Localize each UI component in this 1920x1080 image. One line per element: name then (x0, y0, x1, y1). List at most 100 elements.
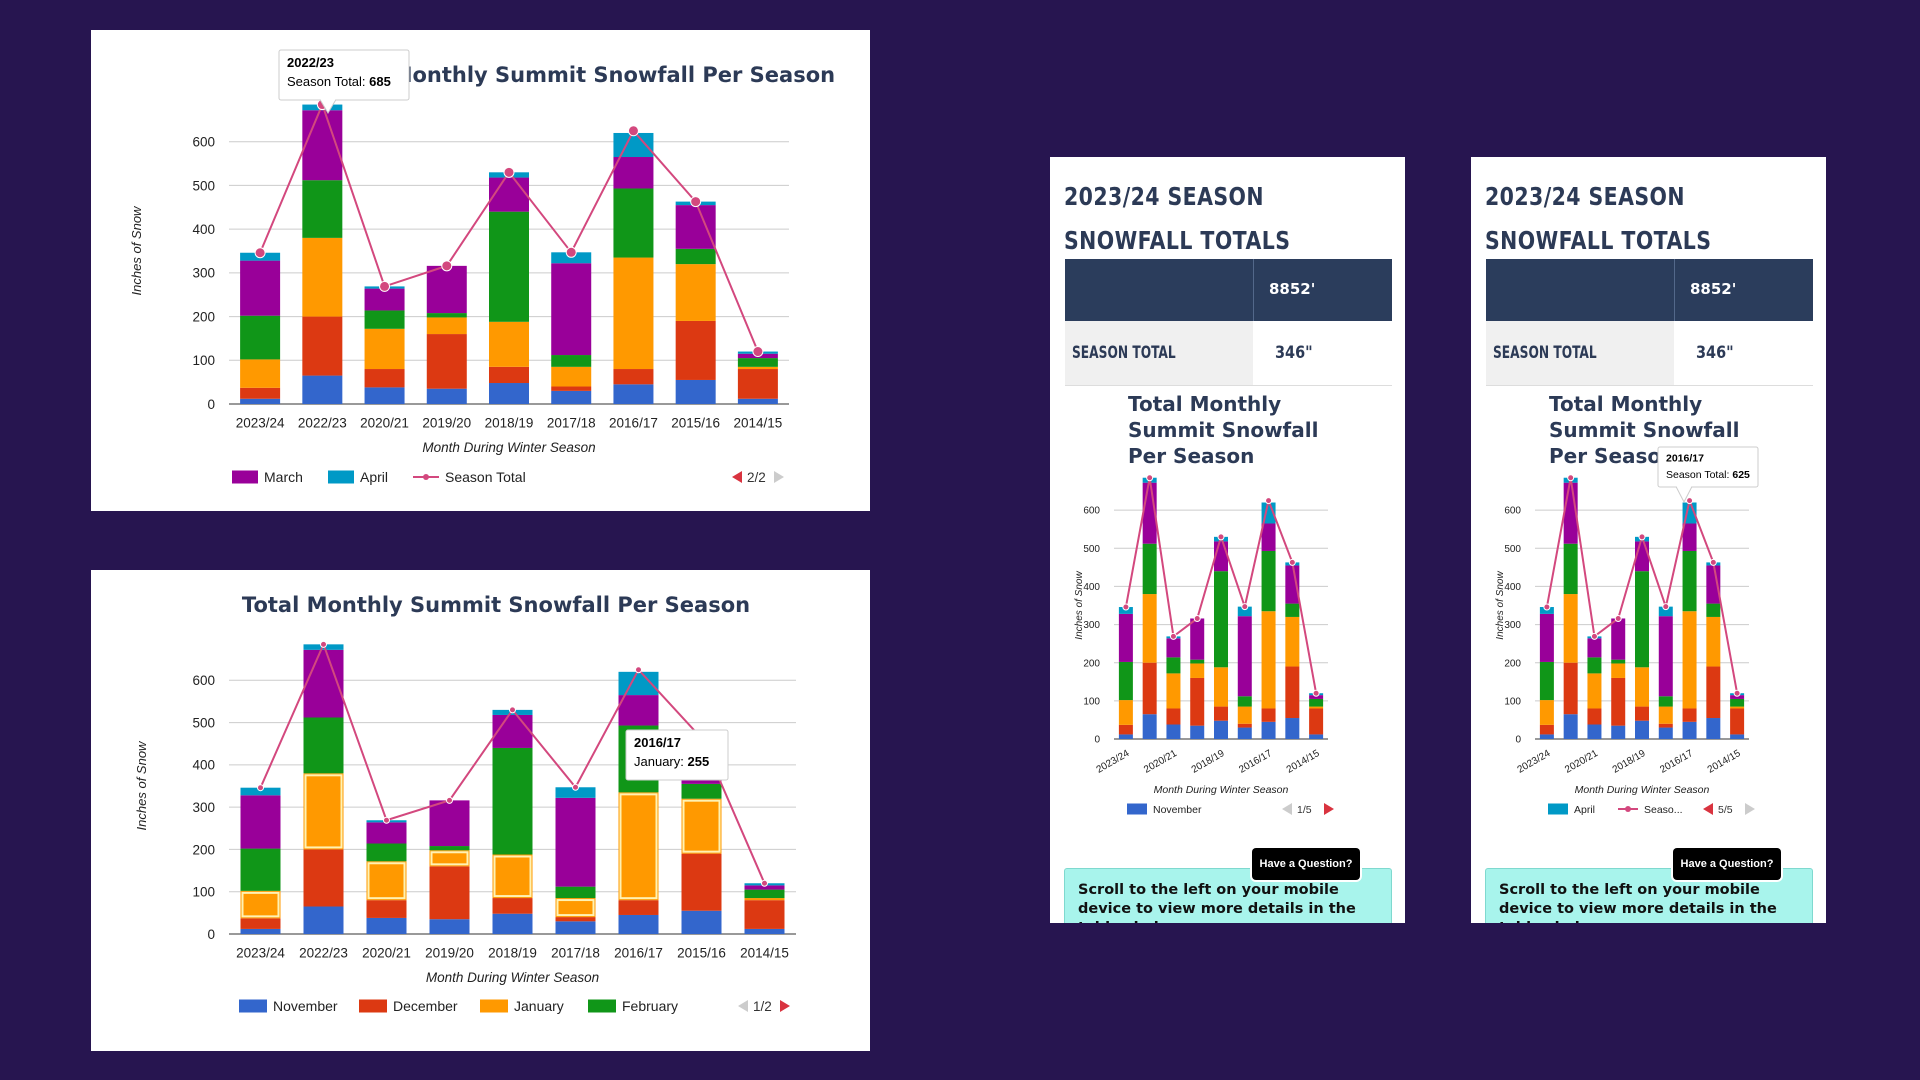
bar-segment[interactable] (618, 671, 659, 696)
bar-segment[interactable] (675, 248, 716, 265)
bar-segment[interactable] (555, 797, 596, 887)
bar-segment[interactable] (744, 898, 785, 901)
have-a-question-button[interactable]: Have a Question? (1252, 848, 1360, 880)
season-total-point[interactable] (1146, 474, 1154, 482)
bar-segment[interactable] (1261, 523, 1276, 551)
bar-segment[interactable] (364, 387, 405, 404)
bar-segment[interactable] (1611, 677, 1626, 726)
bar-segment[interactable] (613, 157, 654, 189)
bar-segment[interactable] (1682, 523, 1697, 551)
bar-segment[interactable] (240, 795, 281, 849)
bar-segment[interactable] (492, 898, 533, 914)
bar-segment[interactable] (1237, 606, 1252, 617)
bar-segment[interactable] (1166, 657, 1181, 674)
bar-segment[interactable] (492, 854, 533, 899)
legend-prev-arrow[interactable] (1703, 803, 1713, 815)
bar-segment[interactable] (1563, 594, 1578, 663)
bar-segment[interactable] (1237, 727, 1252, 739)
bar-segment[interactable] (1285, 616, 1300, 667)
bar-segment[interactable] (1142, 662, 1157, 715)
bar-segment[interactable] (1237, 696, 1252, 707)
bar-segment[interactable] (1309, 706, 1324, 709)
bar-segment[interactable] (675, 205, 716, 249)
bar-segment[interactable] (1539, 724, 1554, 735)
bar-segment[interactable] (1261, 721, 1276, 739)
season-total-point[interactable] (503, 166, 515, 178)
bar-segment[interactable] (302, 180, 343, 238)
bar-segment[interactable] (429, 800, 470, 847)
season-total-point[interactable] (627, 125, 639, 137)
bar-segment[interactable] (489, 177, 529, 212)
bar-segment[interactable] (426, 388, 467, 404)
bar-segment[interactable] (618, 695, 659, 726)
season-total-point[interactable] (1241, 603, 1249, 611)
bar-segment[interactable] (1635, 571, 1649, 668)
bar-segment[interactable] (366, 900, 407, 918)
season-total-point[interactable] (1709, 558, 1717, 566)
bar-segment[interactable] (1611, 663, 1626, 678)
bar-segment[interactable] (1658, 723, 1673, 728)
legend-prev-arrow[interactable] (738, 1000, 748, 1012)
season-total-point[interactable] (565, 246, 577, 258)
legend-prev-arrow[interactable] (732, 471, 742, 483)
bar-segment[interactable] (1706, 718, 1721, 739)
bar-segment[interactable] (1539, 700, 1554, 725)
bar-segment[interactable] (1587, 638, 1602, 658)
bar-segment[interactable] (555, 898, 596, 918)
bar-segment[interactable] (1658, 606, 1673, 617)
bar-segment[interactable] (492, 714, 533, 748)
bar-segment[interactable] (1682, 611, 1697, 709)
bar-segment[interactable] (613, 257, 654, 370)
season-total-point[interactable] (1312, 689, 1320, 697)
bar-segment[interactable] (551, 355, 592, 367)
season-total-point[interactable] (1543, 603, 1551, 611)
bar-segment[interactable] (1658, 616, 1673, 697)
bar-segment[interactable] (489, 366, 529, 384)
bar-segment[interactable] (489, 321, 529, 367)
season-total-point[interactable] (509, 706, 516, 714)
bar-segment[interactable] (1611, 725, 1626, 739)
bar-segment[interactable] (1190, 659, 1205, 664)
bar-segment[interactable] (1261, 611, 1276, 709)
bar-segment[interactable] (613, 188, 654, 258)
bar-segment[interactable] (1237, 616, 1252, 697)
season-total-point[interactable] (320, 640, 327, 648)
bar-segment[interactable] (240, 928, 281, 934)
chart-top-svg[interactable]: Total Monthly Summit Snowfall Per Season… (91, 30, 870, 511)
bar-segment[interactable] (489, 383, 529, 404)
bar-segment[interactable] (1635, 706, 1649, 721)
bar-segment[interactable] (302, 237, 343, 317)
bar-segment[interactable] (618, 900, 659, 915)
season-total-point[interactable] (257, 784, 264, 792)
bar-segment[interactable] (1539, 661, 1554, 701)
bar-segment[interactable] (1563, 662, 1578, 715)
bar-segment[interactable] (492, 747, 533, 855)
bar-segment[interactable] (555, 917, 596, 922)
bar-segment[interactable] (744, 928, 785, 934)
bar-segment[interactable] (429, 846, 470, 851)
season-total-point[interactable] (752, 346, 764, 358)
bar-segment[interactable] (675, 379, 716, 404)
bar-segment[interactable] (613, 384, 654, 404)
have-a-question-button[interactable]: Have a Question? (1673, 848, 1781, 880)
bar-segment[interactable] (737, 358, 778, 367)
season-total-point[interactable] (254, 247, 266, 259)
bar-segment[interactable] (364, 310, 405, 329)
bar-segment[interactable] (1142, 594, 1157, 663)
bar-segment[interactable] (1658, 727, 1673, 739)
bar-segment[interactable] (1730, 706, 1745, 709)
bar-segment[interactable] (1214, 706, 1228, 721)
bar-segment[interactable] (240, 260, 281, 316)
bar-segment[interactable] (1261, 550, 1276, 612)
season-total-point[interactable] (1614, 614, 1622, 622)
legend-next-arrow[interactable] (1324, 803, 1334, 815)
bar-segment[interactable] (426, 265, 467, 314)
season-total-point[interactable] (441, 260, 453, 272)
bar-segment[interactable] (613, 369, 654, 385)
bar-segment[interactable] (1563, 714, 1578, 739)
bar-segment[interactable] (492, 913, 533, 934)
bar-segment[interactable] (1118, 724, 1133, 735)
season-total-point[interactable] (761, 879, 768, 887)
season-total-point[interactable] (690, 196, 702, 208)
bar-segment[interactable] (1706, 565, 1721, 604)
